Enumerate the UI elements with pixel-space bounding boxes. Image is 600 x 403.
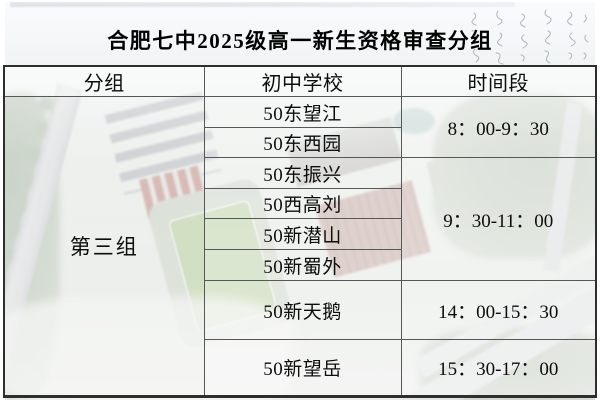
table-row: 50东振兴 9：30-11：00 <box>4 157 597 281</box>
school-cell: 50东望江 <box>203 96 402 128</box>
school-cell: 50新天鹅 <box>203 280 402 340</box>
table-row: 50新蜀外 <box>4 249 596 281</box>
school-cell: 50新蜀外 <box>203 249 402 281</box>
time-cell: 14：00-15：30 <box>400 280 597 340</box>
time-cell: 8：00-9：30 <box>400 96 597 158</box>
column-header-school: 初中学校 <box>203 65 402 97</box>
school-cell: 50新望岳 <box>203 339 402 397</box>
header-row: 分组 初中学校 时间段 <box>3 65 597 97</box>
table-row: 50新望岳 15：30-17：00 <box>4 339 597 397</box>
group-cell: 第三组 <box>3 96 205 397</box>
column-header-group: 分组 <box>3 65 205 97</box>
table-row: 第三组 50东望江 8：00-9：30 <box>3 96 597 397</box>
time-cell: 15：30-17：00 <box>400 339 597 397</box>
table-row: 50东西园 <box>4 127 596 158</box>
page-title: 合肥七中2025级高一新生资格审查分组 <box>107 29 493 53</box>
grouping-table: 分组 初中学校 时间段 第三组 50东望江 8：00-9：30 50东西园 50… <box>3 65 597 398</box>
school-cell: 50东振兴 <box>203 157 402 189</box>
time-cell: 9：30-11：00 <box>400 157 597 281</box>
table-row: 50新天鹅 14：00-15：30 <box>4 280 597 340</box>
table-row: 50新潜山 <box>4 218 596 250</box>
calligraphy-watermark <box>471 9 589 65</box>
school-cell: 50西高刘 <box>203 188 402 219</box>
school-cell: 50新潜山 <box>203 218 402 250</box>
school-cell: 50东西园 <box>203 127 402 158</box>
column-header-time: 时间段 <box>400 65 597 97</box>
